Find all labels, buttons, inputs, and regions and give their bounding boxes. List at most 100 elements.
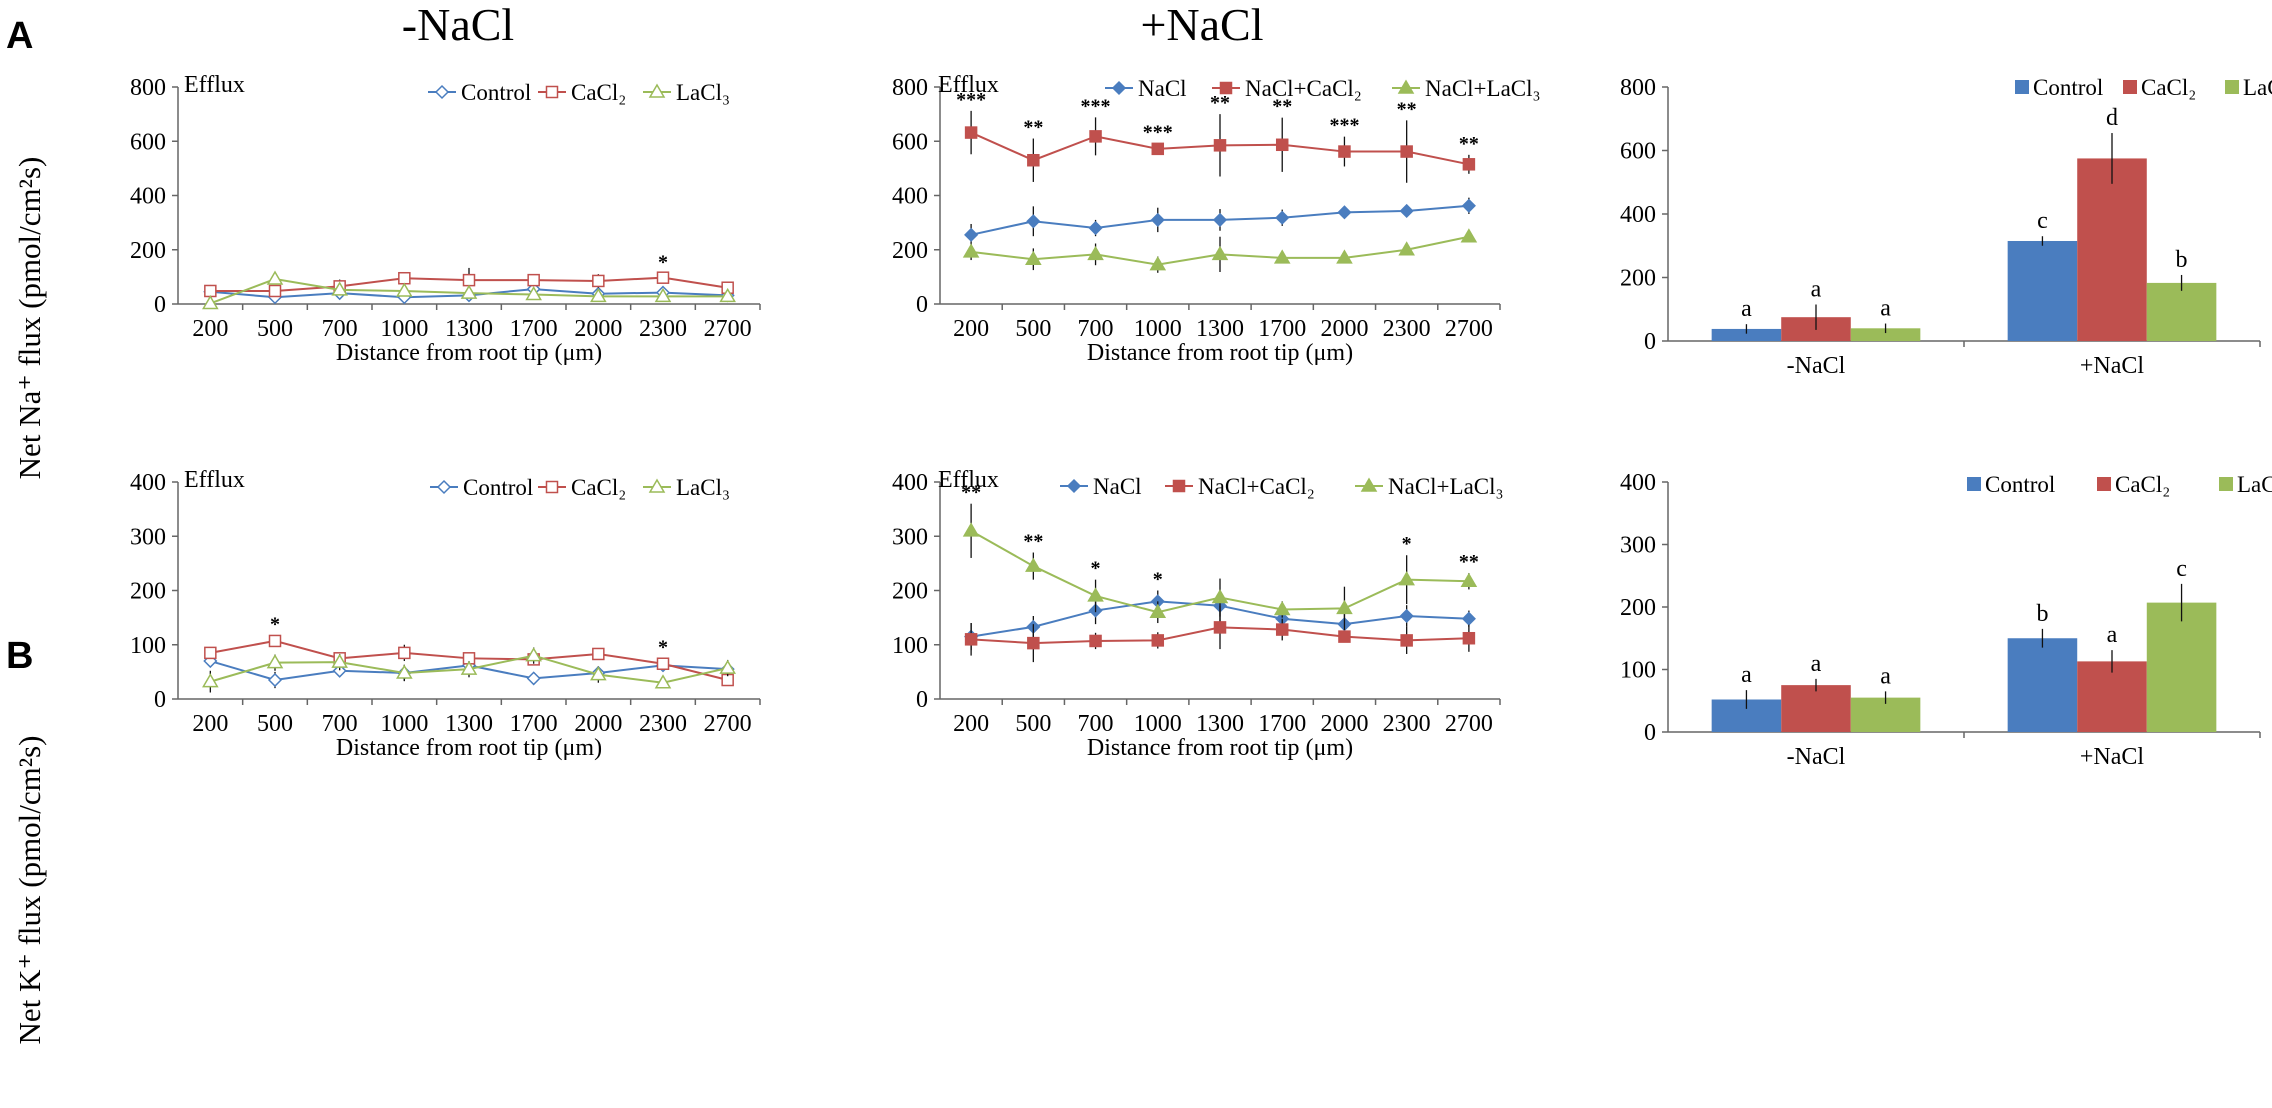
significance-letter: b [2036,601,2048,627]
x-tick-label-8: 2700 [704,711,752,737]
x-tick-label-6: 2000 [574,316,622,342]
legend-marker-1 [545,480,559,494]
data-point [398,646,411,660]
efflux-label: Efflux [184,72,245,98]
data-point [719,659,736,674]
legend-label-2: LaCl₃ [2237,472,2272,497]
legend-marker-0 [1066,478,1082,494]
x-tick-label-4: 1300 [1196,711,1244,737]
data-point [1461,198,1476,213]
significance-mark-5: ** [1272,96,1292,118]
series-2 [202,647,736,693]
x-tick-label-7: 2300 [1383,316,1431,342]
y-tick-label-2: 400 [130,184,166,210]
data-point [526,671,541,686]
legend-label-1: NaCl+CaCl₂ [1198,474,1315,499]
data-point [525,647,542,662]
y-tick-label-3: 600 [130,129,166,155]
efflux-label: Efflux [184,467,245,493]
series-0: ab [1711,601,2078,732]
data-point [1089,634,1102,648]
data-point [1338,630,1351,643]
data-point [964,227,979,242]
y-tick-label-2: 400 [892,184,928,210]
x-tick-label-6: 2000 [574,711,622,737]
x-tick-label-5: 1700 [1258,316,1306,342]
x-tick-label-0: 200 [192,711,228,737]
significance-mark-1: ** [1023,117,1043,139]
data-point [590,666,607,681]
chart-a2: 0 200 400 600 800 200 500 700 1000 1300 1700 2000 23… [892,72,1541,366]
legend-marker-0 [1111,80,1127,96]
data-point [1337,205,1352,220]
y-tick-label-2: 200 [130,579,166,605]
legend-marker-2 [648,83,666,98]
x-tick-label-6: 2000 [1320,316,1368,342]
x-tick-label-5: 1700 [510,711,558,737]
x-axis-label: Distance from root tip (μm) [336,735,602,761]
data-point [1400,145,1413,158]
panel-label-b: B [6,635,33,677]
x-tick-label-0: -NaCl [1787,744,1846,770]
x-tick-label-2: 700 [1078,711,1114,737]
data-point [1275,623,1289,636]
data-point [1213,621,1227,634]
x-tick-label-3: 1000 [380,711,428,737]
data-point [1027,636,1040,650]
significance-letter: a [1811,651,1822,677]
data-point [460,660,478,675]
x-tick-label-7: 2300 [639,316,687,342]
data-point [266,270,284,285]
data-point [1338,145,1351,158]
x-tick-label-0: 200 [192,316,228,342]
panel-label-a: A [6,15,33,57]
bar [2007,638,2078,732]
data-point [590,287,607,303]
legend-swatch-1 [2123,80,2137,94]
significance-letter: a [1741,662,1752,688]
data-point [654,287,672,303]
y-tick-label-3: 600 [1620,139,1656,165]
data-point [962,243,980,258]
series-0 [964,197,1476,246]
x-tick-label-1: 500 [257,316,293,342]
significance-mark-3: * [1153,569,1163,591]
legend-label-0: Control [463,475,533,500]
data-point [202,673,219,688]
legend-label-2: NaCl+LaCl₃ [1425,76,1541,101]
x-tick-label-4: 1300 [1196,316,1244,342]
legend-swatch-1 [2097,477,2111,491]
significance-mark-3: *** [1143,121,1173,143]
data-point [1027,153,1040,167]
data-point [396,664,413,679]
efflux-label: Efflux [938,72,999,98]
x-tick-label-0: 200 [953,711,989,737]
data-point [1399,203,1414,219]
series-1: aa [1781,622,2147,732]
data-point [1213,139,1227,152]
legend-swatch-2 [2219,477,2233,491]
x-tick-label-8: 2700 [704,316,752,342]
data-point [964,633,978,646]
data-point [1087,587,1104,602]
y-tick-label-0: 0 [916,687,928,713]
x-axis-label: Distance from root tip (μm) [1087,735,1353,761]
legend-label-0: NaCl [1093,474,1142,499]
bar [1781,685,1851,732]
data-point [204,284,217,298]
data-point [1462,631,1476,645]
y-tick-label-2: 400 [1620,202,1656,228]
x-tick-label-2: 700 [322,711,358,737]
data-point [1149,256,1167,271]
y-tick-label-2: 200 [1620,595,1656,621]
x-tick-label-7: 2300 [639,711,687,737]
data-point [1460,228,1478,243]
data-point [592,647,605,661]
y-tick-label-4: 400 [130,470,166,496]
series-2 [962,228,1478,273]
significance-mark-7: ** [1397,98,1417,120]
legend-swatch-2 [2225,80,2239,94]
